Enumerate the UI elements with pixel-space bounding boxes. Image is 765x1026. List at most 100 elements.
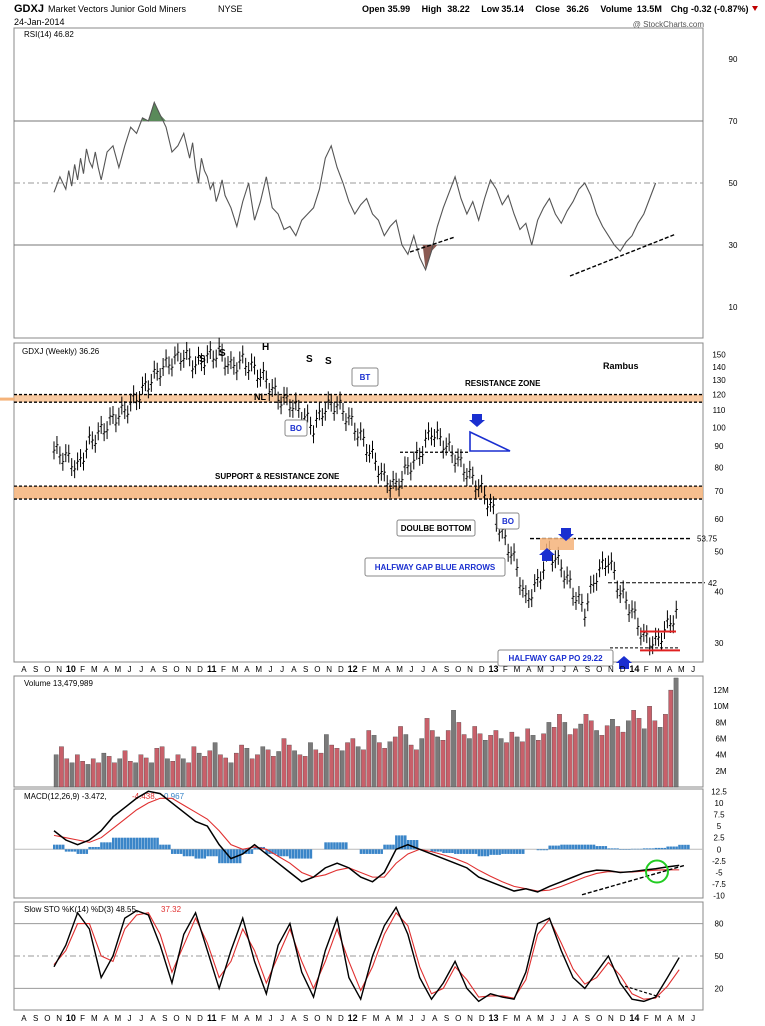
volume-bar — [620, 731, 626, 788]
volume-bar — [514, 736, 520, 788]
macd-histogram-bar — [459, 849, 463, 854]
volume-bar — [165, 758, 170, 788]
volume-bar — [461, 734, 467, 788]
volume-bar — [239, 744, 244, 788]
macd-histogram-bar — [285, 849, 289, 857]
volume-bar — [350, 738, 356, 788]
macd-histogram-bar — [194, 849, 198, 859]
macd-histogram-bar — [265, 849, 268, 854]
volume-panel: Volume 13,479,989 2M 4M 6M 8M 10M 12M — [13, 675, 729, 788]
macd-histogram-bar — [654, 847, 658, 850]
rsi-overbought-fill — [154, 102, 167, 121]
macd-histogram-bar — [462, 849, 466, 854]
macd-histogram-bar — [291, 849, 295, 859]
volume-bar — [414, 749, 419, 788]
volume-bar — [69, 762, 75, 788]
macd-histogram-bar — [274, 849, 277, 854]
volume-bar — [85, 764, 91, 788]
macd-histogram-bar — [474, 849, 478, 854]
month-label: S — [585, 665, 590, 674]
stat-label: Low — [481, 4, 500, 14]
volume-bar — [339, 750, 345, 788]
month-label: F — [221, 1014, 226, 1023]
volume-bar — [435, 736, 440, 788]
volume-bar — [128, 761, 133, 788]
macd-histogram-bar — [513, 849, 516, 854]
macd-histogram-bar — [572, 844, 575, 850]
month-label: A — [21, 665, 27, 674]
macd-histogram-bar — [374, 849, 378, 854]
macd-histogram-bar — [483, 849, 487, 857]
bt-label-box — [351, 367, 379, 387]
volume-bar — [583, 714, 589, 788]
support-zone-label: SUPPORT & RESISTANCE ZONE — [215, 472, 340, 481]
month-label: A — [244, 1014, 250, 1023]
month-label: A — [432, 665, 438, 674]
month-label: J — [139, 1014, 143, 1023]
volume-bar — [276, 751, 281, 788]
macd-histogram-bar — [339, 842, 342, 850]
macd-histogram-bar — [203, 849, 207, 859]
macd-histogram-bar — [495, 849, 498, 855]
macd-histogram-bar — [371, 849, 375, 854]
volume-bar — [483, 740, 488, 788]
month-label: D — [197, 1014, 203, 1023]
macd-histogram-bar — [557, 845, 560, 850]
year-label: 14 — [629, 664, 639, 674]
macd-histogram-bar — [271, 849, 274, 854]
month-label: A — [526, 665, 532, 674]
volume-bar — [212, 742, 218, 788]
volume-bar — [456, 722, 462, 788]
stoch-tick: 50 — [715, 952, 724, 961]
price-tick: 60 — [715, 515, 724, 524]
macd-histogram-bar — [389, 844, 392, 850]
macd-histogram-bar — [123, 837, 127, 850]
macd-histogram-bar — [165, 844, 168, 850]
macd-histogram-bar — [539, 849, 543, 851]
month-label: D — [620, 1014, 626, 1023]
month-label: S — [303, 1014, 308, 1023]
month-label: A — [291, 665, 297, 674]
macd-histogram-bar — [153, 837, 156, 850]
chart-exchange: NYSE — [218, 4, 243, 14]
year-label: 13 — [489, 1013, 499, 1023]
macd-histogram-bar — [327, 842, 330, 850]
volume-bar — [138, 754, 144, 788]
volume-bar — [398, 726, 403, 788]
bt-label: BT — [360, 373, 371, 382]
macd-histogram-bar — [501, 849, 504, 854]
macd-tick: 12.5 — [711, 787, 727, 796]
macd-histogram-bar — [380, 849, 383, 854]
month-label: D — [479, 665, 485, 674]
macd-histogram-bar — [297, 849, 301, 859]
macd-histogram-bar — [344, 842, 348, 850]
double-bottom-label-box — [396, 519, 476, 537]
volume-bar — [535, 740, 541, 788]
resistance-zone — [14, 394, 703, 403]
macd-histogram-bar — [303, 849, 307, 859]
month-label: F — [644, 665, 649, 674]
month-label: M — [91, 1014, 98, 1023]
macd-histogram-bar — [365, 849, 369, 854]
price-tick: 90 — [715, 442, 724, 451]
stat-value: -0.32 (-0.87%) — [691, 4, 749, 14]
macd-histogram-bar — [109, 842, 112, 850]
month-label: M — [373, 665, 380, 674]
macd-histogram-bar — [129, 837, 133, 850]
macd-histogram-bar — [439, 849, 442, 852]
volume-bar — [249, 758, 255, 788]
macd-histogram-bar — [111, 837, 115, 850]
macd-histogram-bar — [566, 844, 569, 850]
volume-bar — [567, 734, 573, 788]
rsi-panel: 10 30 50 70 90 RSI(14) 46.82 — [13, 27, 738, 339]
macd-histogram-bar — [681, 844, 684, 850]
month-label: S — [444, 1014, 449, 1023]
price-tick: 100 — [712, 423, 726, 432]
macd-histogram-bar — [55, 844, 59, 850]
month-label: A — [526, 1014, 532, 1023]
month-label: J — [691, 665, 695, 674]
macd-histogram-bar — [560, 844, 563, 850]
volume-bar — [233, 752, 239, 788]
neckline-label: NL — [254, 392, 266, 402]
month-label: S — [33, 665, 38, 674]
